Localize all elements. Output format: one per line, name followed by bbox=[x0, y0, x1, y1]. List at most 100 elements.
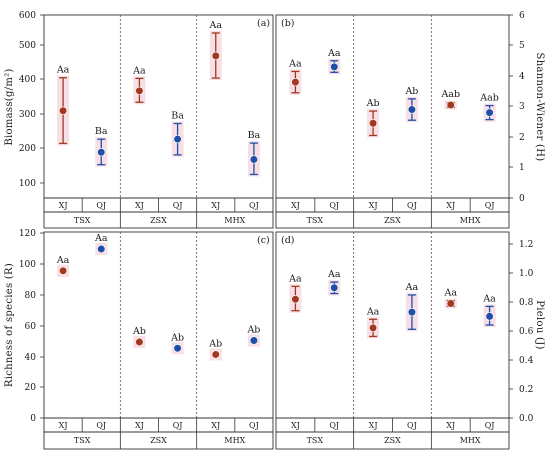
data-point bbox=[330, 283, 339, 292]
site-label: TSX bbox=[74, 216, 91, 225]
group-label: QJ bbox=[96, 421, 106, 430]
significance-label: Ba bbox=[248, 130, 261, 141]
data-point bbox=[135, 337, 144, 347]
data-point-group: Aa bbox=[482, 293, 496, 327]
group-label: XJ bbox=[59, 421, 68, 430]
significance-label: Ab bbox=[170, 332, 184, 343]
y-tick-label: 6 bbox=[519, 11, 525, 21]
data-point bbox=[368, 119, 378, 128]
data-point-group: Aa bbox=[288, 273, 302, 313]
data-point bbox=[58, 266, 68, 275]
data-point-group: Aa bbox=[327, 269, 341, 296]
data-point bbox=[58, 106, 68, 115]
data-point-group: Aa bbox=[366, 306, 380, 339]
y-tick-label: 1 bbox=[519, 163, 525, 173]
group-label: XJ bbox=[291, 421, 300, 430]
group-label: QJ bbox=[485, 201, 495, 210]
y-tick-label: 2 bbox=[519, 133, 525, 143]
group-label: QJ bbox=[329, 201, 339, 210]
y-tick-label: 1.0 bbox=[519, 269, 534, 279]
site-label: MHX bbox=[460, 216, 481, 225]
group-label: QJ bbox=[96, 201, 106, 210]
plot-frame bbox=[43, 14, 274, 199]
panel-c: XJ QJ TSX XJ QJ ZSX XJ QJ MHX 0 20 40 60 80 100 120 Rich… bbox=[4, 229, 274, 450]
data-point bbox=[446, 299, 455, 308]
site-label: TSX bbox=[74, 436, 91, 445]
data-point-group: Aa bbox=[208, 20, 222, 81]
y-tick-label: 1.2 bbox=[519, 240, 533, 250]
y-tick-label: 0.8 bbox=[519, 298, 534, 308]
y-tick-label: 0.0 bbox=[519, 414, 534, 424]
data-point bbox=[97, 244, 106, 254]
y-tick-label: 60 bbox=[25, 322, 37, 332]
group-label: XJ bbox=[369, 201, 378, 210]
group-label: QJ bbox=[249, 201, 259, 210]
site-label: ZSX bbox=[150, 436, 167, 445]
data-point bbox=[330, 62, 339, 71]
site-label: MHX bbox=[460, 436, 481, 445]
site-label: ZSX bbox=[384, 436, 401, 445]
data-point bbox=[97, 148, 106, 157]
significance-label: Aa bbox=[132, 65, 146, 76]
panel-letter: (a) bbox=[257, 18, 270, 29]
data-point-group: Ab bbox=[246, 325, 260, 347]
data-point bbox=[407, 308, 417, 317]
y-tick-label: 400 bbox=[19, 75, 36, 85]
group-label: XJ bbox=[369, 421, 378, 430]
significance-label: Aab bbox=[479, 93, 499, 104]
significance-label: Aa bbox=[327, 269, 341, 280]
y-tick-label: 0.6 bbox=[519, 327, 534, 337]
data-point bbox=[291, 295, 300, 304]
significance-label: Ab bbox=[246, 325, 260, 336]
y-tick-label: 500 bbox=[19, 41, 36, 51]
data-point bbox=[211, 350, 220, 359]
data-point-group: Aa bbox=[56, 65, 70, 146]
data-point bbox=[249, 155, 259, 164]
group-label: XJ bbox=[211, 201, 220, 210]
data-point-group: Aa bbox=[94, 233, 108, 256]
y-tick-label: 600 bbox=[19, 11, 36, 21]
significance-label: Aa bbox=[327, 48, 341, 59]
data-point-group: Aa bbox=[405, 282, 419, 332]
significance-label: Ab bbox=[366, 98, 380, 109]
significance-label: Aa bbox=[366, 306, 380, 317]
significance-label: Aa bbox=[56, 255, 70, 266]
panel-letter: (b) bbox=[281, 18, 295, 29]
data-point-group: Ba bbox=[95, 126, 108, 167]
significance-label: Aa bbox=[288, 58, 302, 69]
y-axis-label: Pielou (J) bbox=[534, 300, 545, 350]
group-label: QJ bbox=[173, 421, 183, 430]
data-point-group: Aa bbox=[288, 58, 302, 95]
significance-label: Aa bbox=[208, 20, 222, 31]
data-point-group: Aa bbox=[327, 48, 341, 75]
data-point-group: Ab bbox=[132, 326, 146, 349]
significance-label: Ba bbox=[171, 110, 184, 121]
site-label: TSX bbox=[307, 216, 324, 225]
y-tick-label: 100 bbox=[19, 260, 36, 270]
y-tick-label: 20 bbox=[25, 383, 37, 393]
site-label: TSX bbox=[307, 436, 324, 445]
site-label: MHX bbox=[224, 216, 245, 225]
site-label: ZSX bbox=[150, 216, 167, 225]
significance-label: Aa bbox=[56, 65, 70, 76]
data-point-group: Ab bbox=[404, 86, 418, 123]
data-point bbox=[446, 100, 455, 110]
panel-a: XJ QJ TSX XJ QJ ZSX XJ QJ MHX 100 200 300 400 500 600 B… bbox=[4, 11, 274, 229]
y-tick-label: 0 bbox=[519, 194, 525, 204]
group-label: XJ bbox=[135, 201, 144, 210]
group-label: QJ bbox=[329, 421, 339, 430]
significance-label: Aa bbox=[405, 282, 419, 293]
data-point-group: Ab bbox=[170, 332, 184, 355]
y-tick-label: 200 bbox=[19, 144, 36, 154]
significance-label: Ab bbox=[208, 338, 222, 349]
data-point bbox=[485, 312, 494, 321]
significance-label: Ab bbox=[132, 326, 146, 337]
panel-letter: (d) bbox=[281, 235, 295, 246]
y-tick-label: 3 bbox=[519, 102, 525, 112]
significance-label: Ba bbox=[95, 126, 108, 137]
panel-d: XJ QJ TSX XJ QJ ZSX XJ QJ MHX 0.0 0.2 0.4 0.6 0.8 1.0 1… bbox=[275, 231, 545, 450]
y-tick-label: 0.4 bbox=[519, 356, 534, 366]
data-point bbox=[211, 51, 220, 60]
y-axis-label: Shannon-Wiener (H) bbox=[534, 53, 545, 162]
